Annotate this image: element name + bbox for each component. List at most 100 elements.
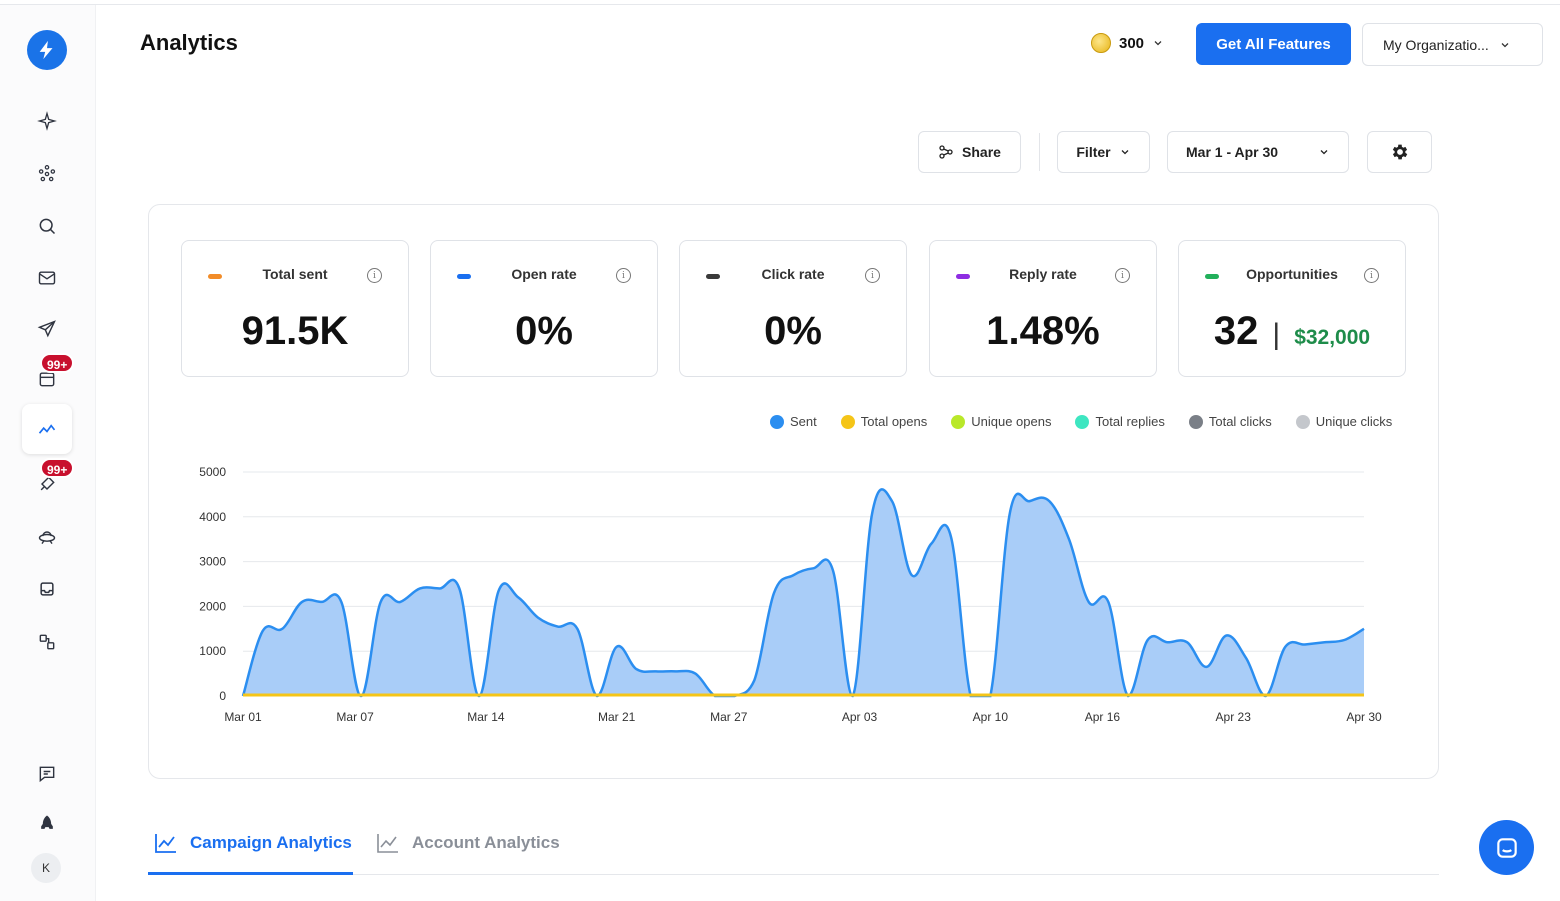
legend-label: Unique opens: [971, 414, 1052, 429]
legend-swatch: [1188, 414, 1203, 429]
filter-label: Filter: [1076, 144, 1111, 160]
active-tab-indicator: [148, 872, 353, 875]
y-tick-label: 3000: [199, 555, 226, 569]
share-label: Share: [962, 144, 1001, 160]
chat-icon: [1496, 837, 1517, 858]
filter-dropdown[interactable]: Filter: [1057, 131, 1150, 173]
legend-item[interactable]: Sent: [770, 414, 817, 429]
info-icon[interactable]: i: [1364, 268, 1379, 283]
gear-icon: [1392, 144, 1407, 160]
tab-campaign-analytics[interactable]: Campaign Analytics: [154, 832, 352, 854]
legend-swatch: [840, 414, 855, 429]
feedback-icon[interactable]: [28, 755, 66, 793]
mail-icon[interactable]: [28, 259, 66, 297]
x-tick-label: Mar 01: [224, 710, 262, 724]
metric-card-reply-rate: Reply rate i 1.48%: [929, 240, 1157, 377]
organization-label: My Organizatio...: [1383, 36, 1489, 53]
rocket-launch-icon[interactable]: [28, 465, 66, 503]
metric-card-click-rate: Click rate i 0%: [679, 240, 907, 377]
legend-swatch: [770, 414, 784, 429]
ufo-icon[interactable]: [28, 518, 66, 556]
app-logo[interactable]: [27, 30, 67, 70]
top-border: [0, 4, 1560, 5]
x-tick-label: Mar 14: [467, 710, 505, 724]
legend-label: Total clicks: [1208, 414, 1272, 429]
credits-selector[interactable]: 300: [1091, 33, 1164, 53]
metric-label: Open rate: [511, 266, 577, 282]
line-chart-icon: [377, 834, 398, 853]
legend-item[interactable]: Total clicks: [1188, 414, 1272, 429]
series-indicator: [706, 274, 720, 279]
avatar[interactable]: K: [31, 853, 61, 883]
legend-item[interactable]: Total opens: [840, 414, 928, 429]
chat-support-button[interactable]: [1479, 820, 1534, 875]
series-indicator: [208, 274, 222, 279]
x-tick-label: Apr 03: [842, 710, 878, 724]
legend-swatch: [951, 414, 966, 429]
metric-label: Total sent: [262, 266, 328, 282]
y-tick-label: 5000: [199, 465, 226, 479]
legend-swatch: [1295, 414, 1310, 429]
divider: [1039, 133, 1040, 171]
metric-label: Opportunities: [1246, 266, 1338, 282]
tabs-divider: [148, 874, 1439, 875]
date-range-label: Mar 1 - Apr 30: [1186, 144, 1279, 160]
info-icon[interactable]: i: [367, 268, 382, 283]
info-icon[interactable]: i: [1115, 268, 1130, 283]
chevron-down-icon: [1320, 150, 1328, 155]
chevron-down-icon: [1501, 42, 1509, 47]
metric-card-opportunities: Opportunities i 32 | $32,000: [1178, 240, 1406, 377]
nodes-icon[interactable]: [28, 155, 66, 193]
legend-label: Total replies: [1095, 414, 1165, 429]
y-tick-label: 2000: [199, 599, 226, 613]
series-area-sent: [243, 489, 1364, 696]
series-indicator: [1205, 274, 1219, 279]
settings-button[interactable]: [1367, 131, 1432, 173]
analytics-icon[interactable]: [22, 404, 72, 454]
search-icon[interactable]: [28, 207, 66, 245]
info-icon[interactable]: i: [865, 268, 880, 283]
series-indicator: [956, 274, 970, 279]
organization-selector[interactable]: My Organizatio...: [1362, 23, 1543, 66]
inbox-icon[interactable]: [28, 570, 66, 608]
sparkle-icon[interactable]: [28, 102, 66, 140]
metric-value: 32: [1213, 309, 1259, 353]
legend-label: Sent: [790, 414, 817, 429]
metric-value: 91.5K: [241, 309, 349, 353]
series-line-sent: [241, 488, 1365, 698]
series-indicator: [457, 274, 471, 279]
get-all-features-button[interactable]: Get All Features: [1196, 23, 1351, 65]
legend-label: Total opens: [860, 414, 928, 429]
x-tick-label: Apr 16: [1085, 710, 1121, 724]
line-chart-icon: [155, 834, 176, 853]
legend-item[interactable]: Total replies: [1075, 414, 1165, 429]
notification-badge: 99+: [40, 458, 75, 478]
date-range-dropdown[interactable]: Mar 1 - Apr 30: [1167, 131, 1349, 173]
legend-label: Unique clicks: [1315, 414, 1393, 429]
share-button[interactable]: Share: [918, 131, 1021, 173]
credits-value: 300: [1119, 34, 1145, 52]
legend-item[interactable]: Unique clicks: [1295, 414, 1393, 429]
metric-value: 0%: [764, 309, 822, 353]
metric-value-row: 32 | $32,000: [1179, 309, 1405, 354]
x-tick-label: Apr 30: [1346, 710, 1382, 724]
calendar-icon[interactable]: [28, 360, 66, 398]
y-tick-label: 4000: [199, 510, 226, 524]
metric-value: 0%: [515, 309, 573, 353]
tab-account-analytics[interactable]: Account Analytics: [376, 832, 560, 854]
rocket-icon[interactable]: [28, 804, 66, 842]
info-icon[interactable]: i: [616, 268, 631, 283]
page-title: Analytics: [140, 30, 238, 55]
metric-card-open-rate: Open rate i 0%: [430, 240, 658, 377]
metric-card-total-sent: Total sent i 91.5K: [181, 240, 409, 377]
notification-badge: 99+: [40, 353, 75, 373]
integrations-icon[interactable]: [28, 623, 66, 661]
x-tick-label: Mar 27: [710, 710, 748, 724]
legend-swatch: [1075, 414, 1090, 429]
tab-label: Campaign Analytics: [190, 833, 352, 852]
legend-item[interactable]: Unique opens: [951, 414, 1051, 429]
share-icon: [939, 145, 953, 159]
metric-label: Click rate: [761, 266, 825, 282]
send-icon[interactable]: [28, 310, 66, 348]
y-tick-label: 0: [219, 689, 226, 703]
